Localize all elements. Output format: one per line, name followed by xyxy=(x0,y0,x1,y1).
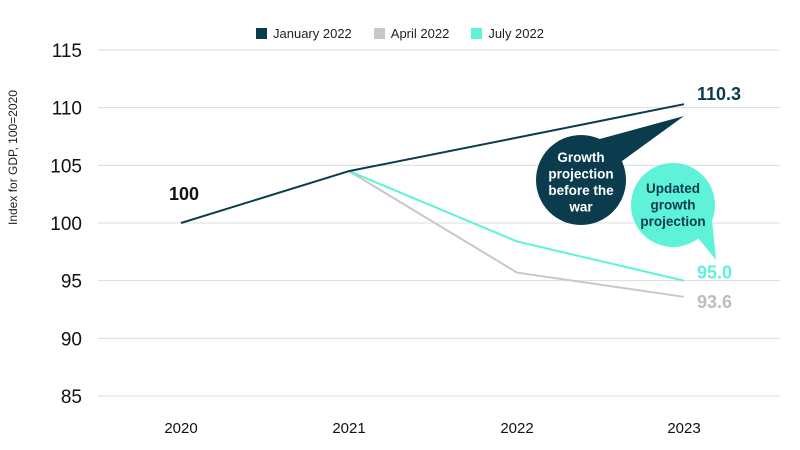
bubble-pointer-before-war xyxy=(596,116,684,164)
bubble-updated-text-0: Updated xyxy=(646,181,700,196)
legend-item-april: April 2022 xyxy=(373,26,450,41)
legend-swatch-april xyxy=(373,28,385,39)
y-tick-label-105: 105 xyxy=(50,156,82,177)
bubble-before-war-text-1: projection xyxy=(548,167,613,182)
bubble-before-war-text-0: Growth xyxy=(557,150,604,165)
end-value-label-1: 93.6 xyxy=(697,292,732,312)
legend-label-july: July 2022 xyxy=(488,26,544,41)
y-tick-label-110: 110 xyxy=(52,99,82,120)
x-tick-label-2023: 2023 xyxy=(667,420,700,437)
legend: January 2022 April 2022 July 2022 xyxy=(0,26,800,41)
end-value-label-0: 110.3 xyxy=(697,84,741,104)
legend-swatch-july xyxy=(471,28,483,39)
x-tick-label-2022: 2022 xyxy=(500,420,533,437)
legend-label-april: April 2022 xyxy=(390,26,450,41)
bubble-updated xyxy=(631,163,715,247)
legend-item-january: January 2022 xyxy=(256,26,352,41)
y-tick-label-100: 100 xyxy=(50,214,82,235)
legend-label-january: January 2022 xyxy=(273,26,352,41)
x-tick-label-2020: 2020 xyxy=(164,420,197,437)
series-line-april-2022 xyxy=(348,170,685,298)
end-value-label-2: 95.0 xyxy=(697,263,732,283)
y-tick-label-85: 85 xyxy=(61,387,82,408)
y-tick-label-115: 115 xyxy=(52,41,82,62)
y-tick-label-95: 95 xyxy=(61,272,82,293)
bubble-updated-text-1: growth xyxy=(651,198,696,213)
legend-item-july: July 2022 xyxy=(471,26,544,41)
bubble-updated-text-2: projection xyxy=(640,214,705,229)
legend-swatch-january xyxy=(256,28,267,39)
start-value-label: 100 xyxy=(169,184,199,204)
x-tick-label-2021: 2021 xyxy=(332,420,365,437)
bubble-before-war xyxy=(536,135,626,225)
bubble-before-war-text-3: war xyxy=(568,200,593,215)
series-line-july-2022 xyxy=(348,170,685,282)
series-line-january-2022 xyxy=(180,103,685,224)
y-tick-label-90: 90 xyxy=(61,329,82,350)
bubble-before-war-text-2: before the xyxy=(548,183,614,198)
